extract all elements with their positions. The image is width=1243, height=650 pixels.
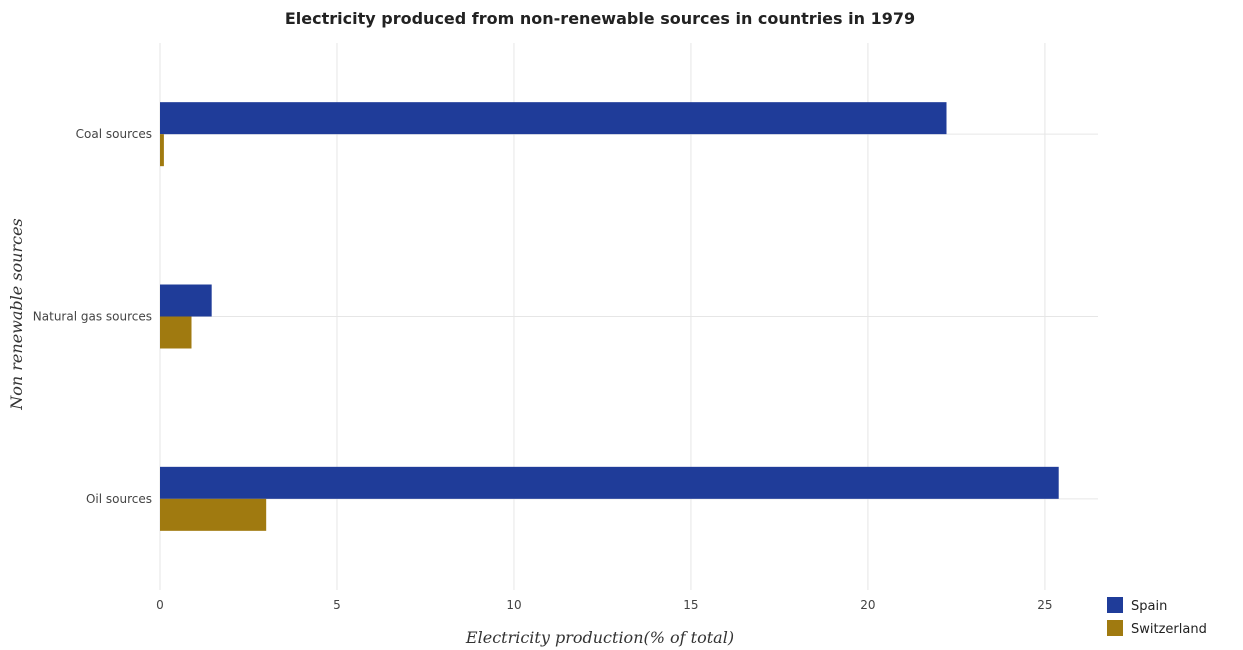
y-tick-label: Natural gas sources — [33, 310, 152, 324]
bar-switzerland-1 — [160, 316, 192, 349]
legend-swatch — [1107, 620, 1123, 636]
legend-swatch — [1107, 597, 1123, 613]
legend: Spain Switzerland — [1107, 597, 1207, 637]
y-tick-label: Coal sources — [76, 127, 152, 141]
y-tick-label: Oil sources — [86, 492, 152, 506]
legend-label: Switzerland — [1131, 622, 1207, 637]
x-tick-label: 15 — [683, 598, 698, 612]
tick-labels: 0 5 10 15 20 25 Coal sources Natural gas source… — [33, 127, 1053, 612]
chart-title: Electricity produced from non-renewable … — [285, 9, 915, 28]
bar-spain-2 — [160, 466, 1059, 499]
bars — [160, 102, 1059, 531]
bar-switzerland-0 — [160, 134, 164, 167]
y-axis-label: Non renewable sources — [7, 218, 26, 411]
legend-label: Spain — [1131, 599, 1167, 614]
x-tick-label: 20 — [860, 598, 875, 612]
x-tick-label: 5 — [333, 598, 341, 612]
bar-switzerland-2 — [160, 498, 267, 531]
bar-spain-1 — [160, 284, 212, 317]
x-tick-label: 0 — [156, 598, 164, 612]
x-tick-label: 10 — [506, 598, 521, 612]
bar-spain-0 — [160, 102, 947, 135]
x-tick-label: 25 — [1037, 598, 1052, 612]
x-axis-label: Electricity production(% of total) — [465, 628, 734, 647]
